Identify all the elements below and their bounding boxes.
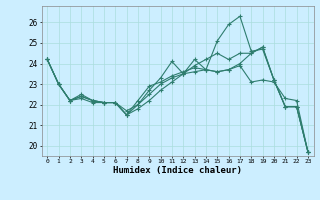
X-axis label: Humidex (Indice chaleur): Humidex (Indice chaleur) bbox=[113, 166, 242, 175]
